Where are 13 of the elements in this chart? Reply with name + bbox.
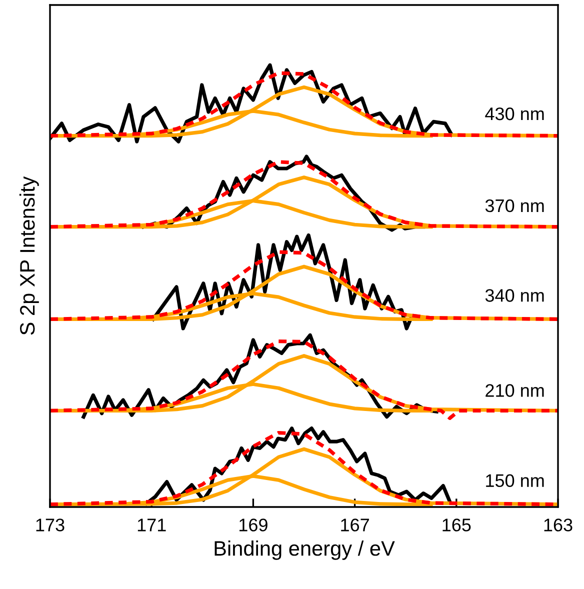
text: 370 nm [485,199,544,212]
text: 430 nm [485,107,544,120]
x-tick-label: 165 [442,518,471,532]
text: 340 nm [485,289,544,302]
x-tick-label: 167 [341,518,369,532]
text: 210 nm [486,384,544,397]
x-axis-title: Binding energy / eV [214,540,395,560]
text: 150 nm [486,474,544,488]
y-axis-title: S 2p XP Intensity [19,176,39,335]
x-tick-label: 163 [544,518,572,532]
x-tick-label: 169 [240,518,268,532]
x-tick-label: 171 [138,518,166,532]
x-tick-label: 173 [36,518,64,532]
